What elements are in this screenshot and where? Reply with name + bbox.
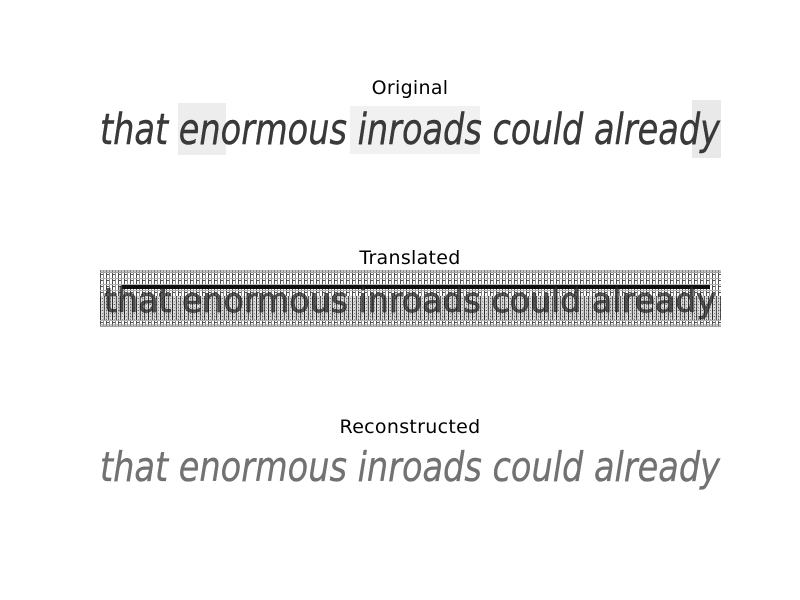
panel-title-original: Original	[371, 77, 449, 99]
panel-title-translated: Translated	[359, 247, 461, 269]
translated-handwriting-image: that enormous inroads could already	[100, 270, 721, 327]
original-handwriting-image: that enormous inroads could already	[100, 100, 721, 161]
panel-title-reconstructed: Reconstructed	[339, 416, 481, 438]
reconstructed-handwriting-image: that enormous inroads could already	[100, 443, 721, 500]
translated-handwriting-text: that enormous inroads could already	[104, 281, 716, 321]
reconstructed-handwriting-text: that enormous inroads could already	[100, 443, 721, 491]
original-handwriting-text: that enormous inroads could already	[100, 105, 720, 155]
